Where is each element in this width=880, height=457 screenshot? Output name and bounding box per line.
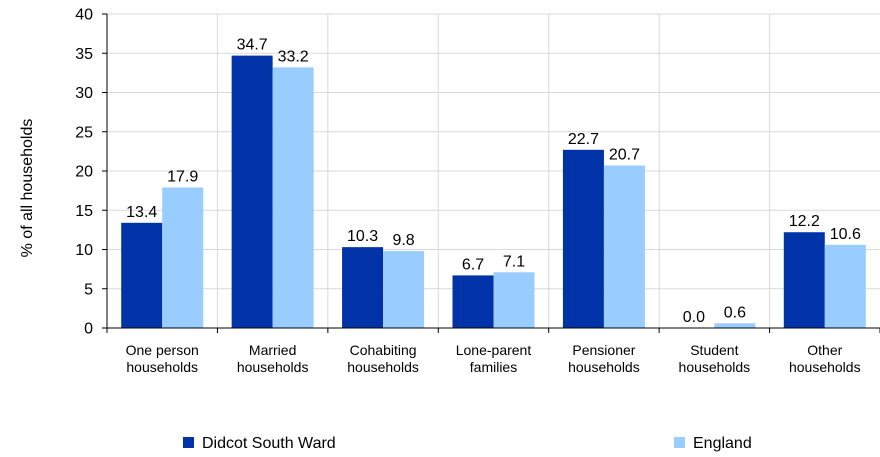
bar-england (493, 272, 535, 328)
bar-didcot-south-ward (452, 275, 494, 328)
bar-england (383, 251, 425, 328)
x-category-label: Married households (237, 342, 309, 375)
y-axis-title: % of all households (19, 119, 36, 258)
bar-didcot-south-ward (783, 232, 825, 328)
data-label: 33.2 (278, 48, 309, 65)
data-labels: 13.4 17.9 34.7 33.2 10.3 9.8 6.7 7.1 22.7 20.7 0.0… (126, 37, 861, 326)
category-labels: One person households Married households Coh… (126, 342, 861, 375)
data-label: 10.6 (830, 226, 861, 243)
bar-england (824, 244, 866, 328)
legend-label: England (693, 435, 752, 452)
legend-swatch (674, 437, 685, 448)
y-tick-label: 0 (84, 321, 93, 338)
data-label: 6.7 (462, 256, 484, 273)
legend-swatch (183, 437, 194, 448)
y-tick-label: 10 (75, 242, 93, 259)
data-label: 0.0 (683, 309, 705, 326)
y-tick-label: 20 (75, 164, 93, 181)
bar-england (162, 187, 204, 328)
legend-label: Didcot South Ward (202, 435, 336, 452)
y-tick-label: 40 (75, 7, 93, 24)
data-label: 7.1 (503, 253, 525, 270)
bar-england (272, 67, 314, 328)
data-label: 10.3 (347, 228, 378, 245)
y-tick-label: 15 (75, 203, 93, 220)
x-category-label: Lone-parent families (456, 342, 532, 375)
y-tick-label: 25 (75, 124, 93, 141)
data-label: 22.7 (568, 131, 599, 148)
data-label: 12.2 (789, 213, 820, 230)
x-category-label: One person households (126, 342, 199, 375)
data-label: 34.7 (237, 37, 268, 54)
data-label: 13.4 (126, 204, 157, 221)
legend: Didcot South Ward England (183, 435, 752, 452)
bar-england (603, 165, 645, 328)
y-tick-label: 30 (75, 85, 93, 102)
x-category-label: Student households (679, 342, 751, 375)
bar-england (714, 323, 756, 328)
x-category-label: Pensioner households (568, 342, 640, 375)
data-label: 0.6 (724, 304, 746, 321)
bar-didcot-south-ward (231, 55, 273, 328)
y-tick-label: 5 (84, 281, 93, 298)
bars (121, 55, 866, 328)
data-label: 17.9 (167, 168, 198, 185)
bar-didcot-south-ward (121, 222, 163, 328)
tick-labels: 0 5 10 15 20 25 30 35 40 (75, 7, 107, 338)
data-label: 9.8 (392, 232, 414, 249)
x-category-label: Cohabiting households (347, 342, 419, 375)
data-label: 20.7 (609, 147, 640, 164)
bar-didcot-south-ward (342, 247, 384, 328)
bar-didcot-south-ward (562, 149, 604, 328)
y-tick-label: 35 (75, 46, 93, 63)
x-category-label: Other households (789, 342, 861, 375)
